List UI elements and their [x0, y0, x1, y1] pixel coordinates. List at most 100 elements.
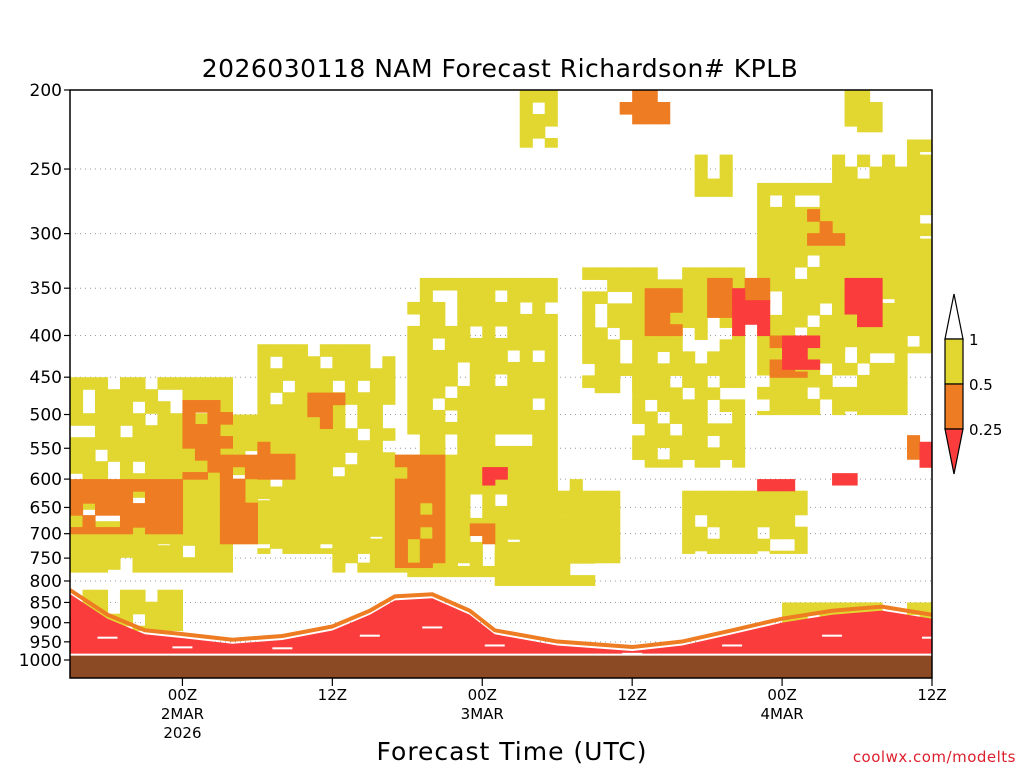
ri-cell — [257, 512, 271, 525]
ri-cell — [844, 90, 858, 103]
ri-cell — [232, 514, 246, 528]
ri-cell — [957, 187, 970, 200]
ri-cell — [632, 375, 646, 388]
ri-cell — [544, 114, 558, 127]
ri-cell — [782, 347, 796, 361]
ri-cell — [957, 163, 970, 176]
ri-cell — [857, 102, 871, 115]
ri-cell — [94, 413, 109, 426]
ri-cell — [132, 545, 146, 558]
ri-cell — [582, 315, 596, 328]
ri-cell — [319, 416, 333, 430]
ri-cell — [932, 435, 945, 448]
ri-cell — [519, 397, 533, 411]
boundary-layer-streak — [484, 644, 505, 647]
ri-cell — [832, 298, 846, 312]
ri-cell — [519, 527, 533, 540]
ri-cell — [144, 461, 159, 474]
ri-cell — [794, 254, 808, 268]
ri-cell — [207, 400, 221, 413]
ri-cell — [344, 526, 358, 540]
ri-cell — [807, 398, 821, 412]
ri-cell — [757, 300, 771, 313]
ri-cell — [544, 479, 558, 492]
ri-cell — [1019, 223, 1024, 236]
ri-cell — [532, 289, 546, 303]
ri-cell — [307, 414, 321, 428]
ri-cell — [219, 478, 234, 492]
ri-cell — [282, 524, 296, 537]
ri-cell — [982, 235, 995, 248]
ri-cell — [932, 223, 945, 236]
ri-cell — [257, 465, 271, 479]
ri-cell — [607, 387, 621, 394]
ri-cell — [469, 349, 483, 363]
ri-cell — [169, 491, 184, 504]
ri-cell — [457, 457, 471, 471]
ri-cell — [682, 538, 696, 552]
ground — [70, 655, 932, 678]
ri-cell — [794, 359, 808, 370]
ri-cell — [107, 545, 121, 558]
ri-cell — [819, 314, 833, 328]
ri-cell — [957, 295, 970, 308]
ri-cell — [694, 315, 708, 328]
boundary-layer-red-band — [70, 594, 932, 655]
ri-cell — [119, 589, 134, 603]
ri-cell — [669, 387, 683, 400]
ri-cell — [419, 325, 433, 339]
ri-cell — [794, 182, 808, 196]
ri-cell — [157, 426, 171, 440]
ri-cell — [94, 557, 109, 570]
ri-cell — [594, 363, 608, 376]
ri-cell — [219, 389, 234, 402]
ri-cell — [469, 565, 483, 578]
ri-cell — [994, 247, 1007, 260]
ri-cell — [194, 534, 209, 545]
ri-cell — [482, 535, 496, 545]
ri-cell — [919, 346, 932, 354]
ri-cell — [1007, 331, 1020, 336]
ri-cell — [482, 467, 496, 480]
ri-cell — [182, 510, 196, 524]
ri-cell — [532, 445, 546, 459]
ri-cell — [82, 545, 96, 558]
ri-cell — [1019, 143, 1024, 155]
ri-cell — [1007, 223, 1020, 236]
ri-cell — [744, 526, 758, 540]
ytick-label-400: 400 — [30, 326, 62, 346]
ri-cell — [982, 163, 995, 176]
ri-cell — [744, 538, 758, 552]
ri-cell — [769, 550, 783, 554]
ri-cell — [694, 279, 708, 292]
ri-region-red-49 — [832, 473, 858, 486]
ri-cell — [232, 502, 246, 516]
ri-region-yellow-18 — [844, 90, 883, 133]
ri-cell — [1007, 187, 1020, 200]
ri-cell — [132, 601, 146, 615]
ri-cell — [657, 324, 671, 337]
ri-region-red-43 — [919, 441, 932, 468]
ri-cell — [144, 533, 159, 546]
xtick-date-0: 2MAR — [161, 705, 204, 723]
ri-cell — [394, 478, 408, 492]
ri-cell — [769, 218, 783, 232]
ri-cell — [682, 399, 696, 412]
ri-cell — [132, 479, 146, 492]
ri-cell — [1019, 232, 1024, 245]
ri-cell — [357, 478, 371, 492]
ri-cell — [419, 466, 433, 480]
ri-cell — [469, 457, 483, 471]
ri-cell — [82, 377, 96, 390]
ri-cell — [169, 413, 184, 426]
ri-cell — [207, 474, 221, 488]
ri-cell — [282, 488, 296, 501]
ri-cell — [519, 289, 533, 303]
ri-cell — [94, 437, 109, 450]
ri-cell — [344, 502, 358, 516]
ri-cell — [857, 410, 871, 416]
ri-cell — [332, 404, 346, 417]
ri-cell — [944, 181, 957, 194]
ri-cell — [519, 539, 533, 552]
ri-cell — [657, 114, 671, 125]
